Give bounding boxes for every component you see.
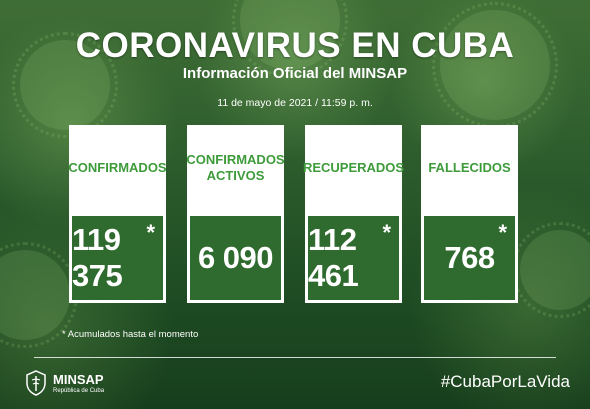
stat-card-recuperados: RECUPERADOS 112 461 * [302, 125, 405, 303]
stat-card-value-box: 112 461 * [305, 213, 402, 303]
logo-text: MINSAP República de Cuba [53, 373, 104, 394]
virus-decoration [512, 222, 590, 318]
stat-card-label: RECUPERADOS [302, 159, 405, 175]
stat-card-confirmados: CONFIRMADOS 119 375 * [68, 125, 167, 303]
report-date: 11 de mayo de 2021 / 11:59 p. m. [217, 97, 373, 109]
stat-card-fallecidos: FALLECIDOS 768 * [421, 125, 518, 303]
footnote: * Acumulados hasta el momento [62, 329, 199, 340]
stat-card-confirmados-activos: CONFIRMADOS ACTIVOS 6 090 [186, 125, 285, 303]
page-subtitle: Información Oficial del MINSAP [182, 65, 408, 82]
stat-card-value-box: 768 * [421, 213, 518, 303]
virus-decoration [12, 32, 118, 138]
stat-card-label: CONFIRMADOS [68, 159, 167, 175]
asterisk-mark: * [382, 220, 391, 245]
minsap-logo: MINSAP República de Cuba [25, 368, 155, 398]
divider [34, 357, 556, 358]
stat-card-value: 768 [444, 240, 495, 275]
logo-subtitle: República de Cuba [53, 387, 105, 394]
minsap-emblem-icon [26, 370, 46, 396]
stat-card-value: 112 461 [308, 222, 359, 293]
page-title: CORONAVIRUS EN CUBA [75, 26, 515, 65]
stat-card-value: 119 375 [72, 222, 123, 293]
asterisk-mark: * [498, 220, 507, 245]
stat-card-value-box: 119 375 * [69, 213, 166, 303]
asterisk-mark: * [146, 220, 155, 245]
hashtag: #CubaPorLaVida [440, 372, 570, 391]
stat-card-label: CONFIRMADOS ACTIVOS [186, 151, 285, 183]
stat-card-value-box: 6 090 [187, 213, 284, 303]
logo-name: MINSAP [53, 371, 104, 387]
stat-card-label: FALLECIDOS [428, 159, 511, 175]
stat-card-value: 6 090 [197, 240, 274, 275]
